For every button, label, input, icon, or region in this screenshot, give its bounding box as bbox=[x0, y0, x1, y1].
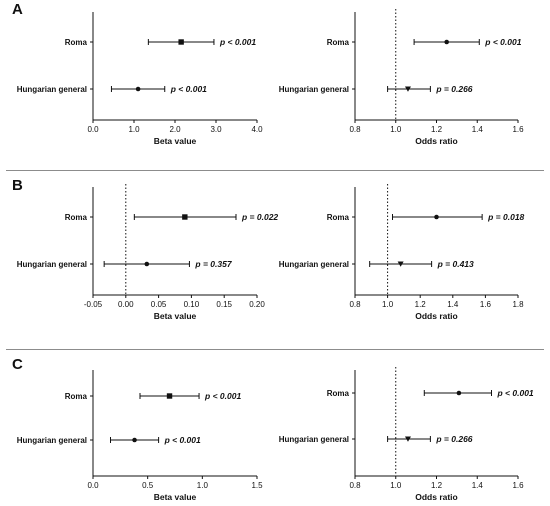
point-estimate bbox=[182, 214, 188, 220]
x-tick-label: 1.4 bbox=[472, 125, 484, 134]
x-axis-title: Beta value bbox=[154, 136, 197, 146]
row-label: Roma bbox=[327, 213, 350, 222]
x-axis-title: Odds ratio bbox=[415, 492, 458, 502]
p-value-label: p < 0.001 bbox=[219, 37, 256, 47]
point-estimate bbox=[456, 390, 462, 396]
x-tick-label: 0.8 bbox=[349, 300, 361, 309]
forest-plot-b-right: 0.8 1.0 1.2 1.4 1.6 1.8 Odds ratio Roma p = 0.01… bbox=[279, 184, 525, 321]
x-tick-label: 1.0 bbox=[128, 125, 140, 134]
x-tick-label: 1.6 bbox=[480, 300, 492, 309]
forest-plot-a-left: 0.0 1.0 2.0 3.0 4.0 Beta value Roma p < 0.001 Hu… bbox=[17, 12, 263, 146]
row-label: Hungarian general bbox=[279, 435, 349, 444]
p-value-label: p = 0.022 bbox=[241, 212, 278, 222]
x-tick-label: 0.8 bbox=[349, 481, 361, 490]
row-label: Roma bbox=[65, 392, 88, 401]
forest-plot-a-right: 0.8 1.0 1.2 1.4 1.6 Odds ratio Roma p < 0.001 Hu… bbox=[279, 9, 524, 146]
point-estimate bbox=[434, 214, 439, 220]
x-tick-label: 1.0 bbox=[390, 125, 402, 134]
point-estimate bbox=[404, 86, 411, 92]
panel-label-c: C bbox=[12, 356, 23, 373]
x-tick-label: 0.15 bbox=[216, 300, 232, 309]
point-estimate bbox=[404, 436, 411, 442]
x-tick-label: 1.6 bbox=[512, 481, 524, 490]
x-axis-title: Odds ratio bbox=[415, 311, 458, 321]
x-tick-label: 1.4 bbox=[447, 300, 459, 309]
forest-plot-c-left: 0.0 0.5 1.0 1.5 Beta value Roma p < 0.001 Hunga… bbox=[17, 370, 263, 502]
x-tick-label: 1.0 bbox=[390, 481, 402, 490]
p-value-label: p < 0.001 bbox=[164, 435, 201, 445]
point-estimate bbox=[444, 39, 449, 45]
x-tick-label: 2.0 bbox=[169, 125, 181, 134]
p-value-label: p = 0.413 bbox=[437, 259, 474, 269]
panel-label-b: B bbox=[12, 177, 23, 194]
x-tick-label: -0.05 bbox=[84, 300, 103, 309]
p-value-label: p < 0.001 bbox=[170, 84, 207, 94]
row-label: Roma bbox=[65, 213, 88, 222]
point-estimate bbox=[166, 393, 173, 399]
x-tick-label: 1.0 bbox=[197, 481, 209, 490]
p-value-label: p = 0.018 bbox=[487, 212, 524, 222]
point-estimate bbox=[132, 437, 137, 443]
x-tick-label: 0.10 bbox=[184, 300, 200, 309]
row-label: Roma bbox=[327, 38, 350, 47]
panel-divider bbox=[6, 349, 544, 350]
x-tick-label: 0.05 bbox=[151, 300, 167, 309]
x-axis-title: Odds ratio bbox=[415, 136, 458, 146]
point-estimate bbox=[135, 86, 141, 92]
x-tick-label: 1.2 bbox=[415, 300, 427, 309]
point-estimate bbox=[144, 261, 150, 267]
row-label: Hungarian general bbox=[279, 260, 349, 269]
row-label: Hungarian general bbox=[279, 85, 349, 94]
x-tick-label: 3.0 bbox=[210, 125, 222, 134]
x-tick-label: 0.0 bbox=[87, 481, 99, 490]
x-tick-label: 1.2 bbox=[431, 125, 443, 134]
row-label: Hungarian general bbox=[17, 260, 87, 269]
p-value-label: p < 0.001 bbox=[497, 388, 534, 398]
point-estimate bbox=[178, 39, 184, 45]
x-tick-label: 0.5 bbox=[142, 481, 154, 490]
x-tick-label: 0.0 bbox=[87, 125, 99, 134]
p-value-label: p < 0.001 bbox=[204, 391, 241, 401]
forest-plot-b-left: -0.05 0.00 0.05 0.10 0.15 0.20 Beta value Roma p… bbox=[17, 184, 278, 321]
p-value-label: p = 0.357 bbox=[194, 259, 232, 269]
x-tick-label: 4.0 bbox=[251, 125, 263, 134]
x-tick-label: 1.2 bbox=[431, 481, 443, 490]
point-estimate bbox=[397, 261, 404, 267]
row-label: Roma bbox=[327, 389, 350, 398]
x-tick-label: 0.00 bbox=[118, 300, 134, 309]
x-axis-title: Beta value bbox=[154, 492, 197, 502]
x-tick-label: 0.8 bbox=[349, 125, 361, 134]
x-tick-label: 1.4 bbox=[472, 481, 484, 490]
p-value-label: p < 0.001 bbox=[484, 37, 521, 47]
x-tick-label: 1.0 bbox=[382, 300, 394, 309]
row-label: Hungarian general bbox=[17, 436, 87, 445]
x-axis-title: Beta value bbox=[154, 311, 197, 321]
panel-divider bbox=[6, 170, 544, 171]
panel-label-a: A bbox=[12, 1, 23, 18]
x-tick-label: 1.5 bbox=[251, 481, 263, 490]
p-value-label: p = 0.266 bbox=[435, 434, 472, 444]
x-tick-label: 1.8 bbox=[512, 300, 524, 309]
p-value-label: p = 0.266 bbox=[435, 84, 472, 94]
x-tick-label: 1.6 bbox=[512, 125, 524, 134]
forest-plot-c-right: 0.8 1.0 1.2 1.4 1.6 Odds ratio Roma p < 0.001 Hu… bbox=[279, 367, 534, 502]
row-label: Roma bbox=[65, 38, 88, 47]
row-label: Hungarian general bbox=[17, 85, 87, 94]
x-tick-label: 0.20 bbox=[249, 300, 265, 309]
